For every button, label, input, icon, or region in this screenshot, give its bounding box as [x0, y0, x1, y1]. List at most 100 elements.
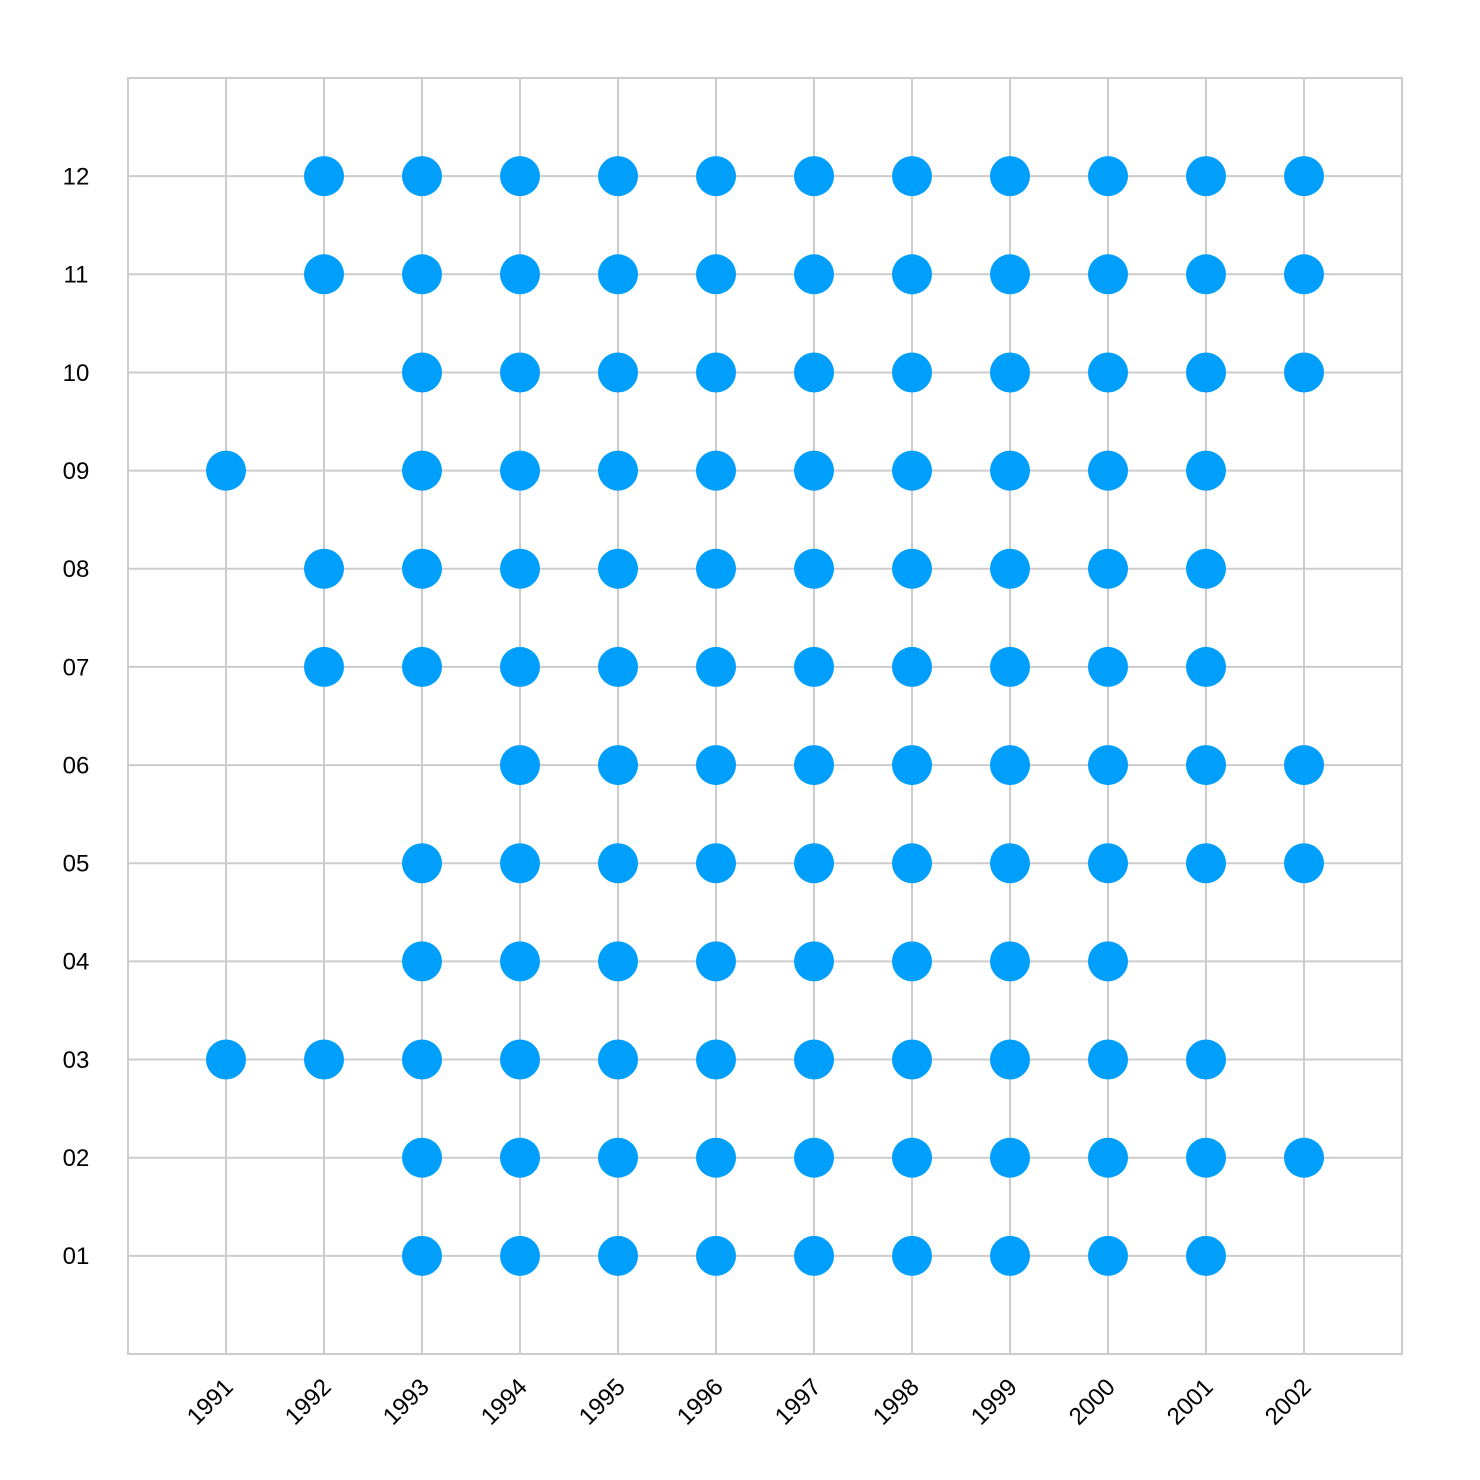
y-tick-label: 09 — [63, 458, 90, 485]
point — [696, 1235, 736, 1276]
point — [696, 450, 736, 491]
point — [696, 745, 736, 786]
point — [1088, 1039, 1128, 1080]
point — [696, 156, 736, 197]
point — [500, 254, 540, 295]
point — [598, 646, 638, 687]
point — [892, 254, 932, 295]
point — [500, 156, 540, 197]
point — [696, 548, 736, 589]
point — [598, 352, 638, 393]
point — [1186, 450, 1226, 491]
x-tick-label: 1992 — [280, 1374, 337, 1431]
point — [598, 1137, 638, 1178]
point — [696, 1039, 736, 1080]
point — [892, 1235, 932, 1276]
point — [598, 941, 638, 982]
point — [1088, 352, 1128, 393]
y-tick-label: 03 — [63, 1047, 90, 1074]
point — [402, 843, 442, 884]
plot-frame — [127, 77, 1403, 1355]
point — [500, 450, 540, 491]
point — [500, 548, 540, 589]
point — [990, 745, 1030, 786]
point — [990, 548, 1030, 589]
point — [794, 548, 834, 589]
point — [892, 1137, 932, 1178]
x-tick-label: 1991 — [182, 1374, 239, 1431]
point — [598, 745, 638, 786]
point — [696, 646, 736, 687]
x-tick-label: 2001 — [1162, 1374, 1219, 1431]
point — [1088, 745, 1128, 786]
y-tick-label: 10 — [63, 360, 90, 387]
point — [794, 156, 834, 197]
point — [990, 1039, 1030, 1080]
point — [402, 254, 442, 295]
y-tick-label: 05 — [63, 851, 90, 878]
y-tick-label: 08 — [63, 556, 90, 583]
point — [892, 745, 932, 786]
point — [696, 1137, 736, 1178]
point — [990, 646, 1030, 687]
x-tick-label: 1995 — [574, 1374, 631, 1431]
point — [696, 254, 736, 295]
x-tick-label: 2000 — [1064, 1374, 1121, 1431]
point — [794, 745, 834, 786]
x-tick-label: 1994 — [476, 1374, 533, 1431]
point — [1088, 1235, 1128, 1276]
point — [500, 745, 540, 786]
y-tick-label: 02 — [63, 1145, 90, 1172]
point — [892, 843, 932, 884]
point — [990, 843, 1030, 884]
point — [892, 941, 932, 982]
point — [892, 646, 932, 687]
point — [304, 548, 344, 589]
point — [1186, 745, 1226, 786]
point — [598, 548, 638, 589]
point — [892, 450, 932, 491]
point — [892, 548, 932, 589]
point — [402, 1137, 442, 1178]
point — [1088, 1137, 1128, 1178]
y-tick-label: 11 — [64, 262, 89, 289]
point — [696, 941, 736, 982]
point — [598, 843, 638, 884]
point — [304, 646, 344, 687]
point — [794, 646, 834, 687]
point — [1186, 1235, 1226, 1276]
point — [794, 1137, 834, 1178]
point — [598, 1235, 638, 1276]
point — [794, 254, 834, 295]
point — [1284, 156, 1324, 197]
point — [402, 450, 442, 491]
point — [794, 941, 834, 982]
point — [1088, 156, 1128, 197]
point — [1186, 646, 1226, 687]
point — [598, 450, 638, 491]
y-tick-label: 04 — [63, 949, 90, 976]
point — [500, 843, 540, 884]
point — [402, 646, 442, 687]
point — [402, 156, 442, 197]
point — [304, 254, 344, 295]
point — [794, 352, 834, 393]
point — [1284, 745, 1324, 786]
point — [990, 156, 1030, 197]
point — [500, 941, 540, 982]
x-tick-label: 2002 — [1260, 1374, 1317, 1431]
point — [1186, 254, 1226, 295]
point — [402, 548, 442, 589]
point — [402, 1235, 442, 1276]
point — [1186, 1039, 1226, 1080]
point — [892, 352, 932, 393]
x-tick-label: 1997 — [770, 1374, 827, 1431]
point — [1186, 156, 1226, 197]
point — [304, 156, 344, 197]
point — [990, 941, 1030, 982]
point — [1088, 254, 1128, 295]
point — [500, 1235, 540, 1276]
point — [1088, 548, 1128, 589]
